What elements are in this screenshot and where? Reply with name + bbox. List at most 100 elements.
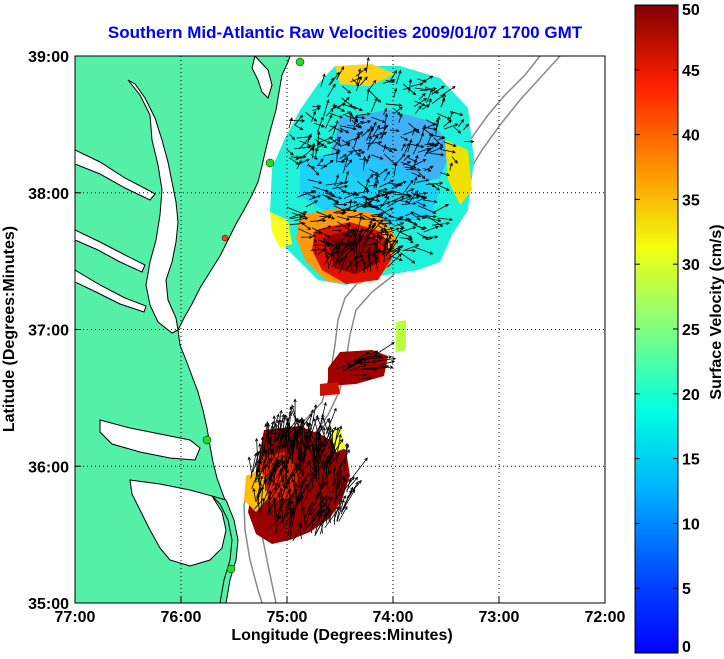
velocity-arrowhead	[375, 206, 380, 211]
x-axis-label: Longitude (Degrees:Minutes)	[231, 627, 452, 644]
velocity-arrow	[288, 117, 293, 129]
velocity-arrow	[353, 352, 370, 362]
velocity-arrow	[329, 136, 341, 144]
velocity-region	[300, 150, 440, 226]
velocity-arrow	[304, 501, 313, 529]
velocity-arrow	[331, 234, 348, 253]
velocity-arrow	[295, 156, 303, 161]
velocity-arrow	[327, 84, 336, 98]
plot-area	[75, 56, 605, 603]
velocity-arrow	[393, 108, 401, 116]
velocity-arrowhead	[397, 111, 401, 116]
velocity-arrowhead	[299, 114, 304, 119]
velocity-arrow	[340, 190, 359, 196]
velocity-arrowhead	[347, 222, 351, 226]
velocity-arrow	[355, 151, 365, 155]
velocity-arrowhead	[351, 489, 356, 493]
velocity-arrowhead	[276, 419, 280, 424]
velocity-arrowhead	[343, 202, 348, 207]
velocity-arrowhead	[418, 105, 422, 109]
velocity-arrow	[366, 194, 380, 201]
velocity-arrow	[310, 249, 327, 251]
velocity-arrowhead	[277, 491, 281, 495]
velocity-arrow	[400, 136, 408, 141]
velocity-arrowhead	[354, 119, 359, 123]
velocity-arrow	[280, 488, 283, 502]
velocity-arrowhead	[343, 477, 347, 482]
velocity-arrow	[291, 405, 302, 435]
velocity-arrow	[377, 142, 393, 152]
velocity-arrow	[411, 159, 426, 168]
velocity-arrowhead	[337, 245, 341, 250]
velocity-arrow	[317, 131, 320, 147]
velocity-arrow	[307, 179, 322, 184]
velocity-arrow	[423, 226, 439, 233]
velocity-arrowhead	[318, 502, 323, 507]
velocity-arrowhead	[312, 233, 317, 238]
velocity-arrowhead	[422, 92, 426, 97]
velocity-arrow	[411, 213, 421, 221]
velocity-arrow	[302, 445, 308, 465]
velocity-arrowhead	[314, 431, 319, 435]
velocity-arrowhead	[366, 56, 370, 61]
velocity-arrow	[332, 139, 341, 149]
velocity-arrowhead	[342, 495, 347, 499]
velocity-arrow	[393, 162, 397, 176]
velocity-arrow	[342, 85, 351, 94]
velocity-arrow	[418, 93, 426, 101]
velocity-arrow	[379, 179, 394, 188]
velocity-arrowhead	[434, 143, 439, 148]
colorbar-ticks: 0 5 10 15 20 25 30 35 40 45 50	[635, 2, 700, 656]
velocity-arrowhead	[384, 237, 388, 242]
velocity-arrowhead	[274, 437, 278, 442]
velocity-arrowhead	[446, 172, 450, 177]
velocity-arrowhead	[382, 119, 386, 123]
velocity-arrowhead	[289, 117, 293, 121]
velocity-arrow	[324, 242, 342, 247]
velocity-arrowhead	[330, 428, 335, 433]
velocity-arrow	[390, 216, 402, 220]
velocity-arrow	[343, 193, 356, 199]
velocity-arrow	[277, 488, 291, 517]
velocity-arrow	[389, 245, 404, 257]
velocity-arrowhead	[373, 253, 378, 258]
velocity-region	[330, 428, 346, 452]
velocity-arrowhead	[254, 437, 259, 442]
velocity-arrowhead	[347, 111, 352, 115]
velocity-arrowhead	[389, 365, 394, 369]
velocity-arrowhead	[268, 457, 272, 462]
velocity-arrowhead	[367, 120, 372, 124]
velocity-arrow	[305, 472, 313, 500]
velocity-arrow	[355, 67, 367, 77]
velocity-arrowhead	[272, 415, 276, 419]
velocity-arrow	[322, 189, 333, 195]
velocity-arrowhead	[415, 154, 419, 159]
velocity-arrow	[351, 146, 361, 157]
velocity-arrowhead	[324, 512, 328, 517]
velocity-arrow	[312, 105, 321, 108]
velocity-arrow	[349, 112, 358, 123]
velocity-arrowhead	[408, 195, 413, 199]
velocity-arrow	[370, 212, 384, 216]
velocity-arrow	[341, 139, 350, 146]
velocity-arrow	[421, 125, 426, 134]
velocity-arrowhead	[338, 228, 343, 233]
velocity-arrow	[427, 142, 435, 145]
velocity-arrow	[345, 201, 357, 204]
velocity-arrow	[281, 425, 289, 450]
velocity-arrowhead	[319, 424, 323, 429]
velocity-arrowhead	[323, 453, 327, 458]
velocity-arrow	[329, 112, 343, 118]
velocity-arrow	[333, 506, 339, 521]
velocity-arrow	[323, 99, 329, 117]
velocity-arrowhead	[336, 506, 341, 511]
velocity-arrowhead	[290, 493, 294, 497]
velocity-arrowhead	[399, 226, 403, 231]
velocity-arrowhead	[345, 170, 350, 175]
velocity-arrowhead	[433, 214, 437, 219]
velocity-arrow	[402, 161, 411, 166]
velocity-arrow	[268, 496, 272, 516]
velocity-arrowhead	[368, 200, 373, 204]
velocity-arrowhead	[339, 181, 344, 185]
velocity-arrowhead	[429, 165, 434, 170]
